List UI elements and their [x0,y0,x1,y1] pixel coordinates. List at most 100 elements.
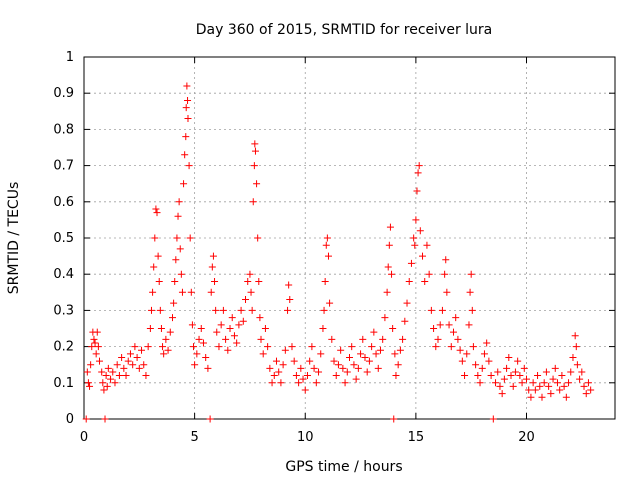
data-point-marker [104,364,112,372]
data-point-marker [507,372,515,380]
data-point-marker [463,350,471,358]
data-point-marker [211,277,219,285]
data-point-marker [170,299,178,307]
data-point-marker [401,317,409,325]
data-point-marker [217,321,225,329]
data-point-marker [442,256,450,264]
data-point-marker [565,379,573,387]
data-point-marker [542,368,550,376]
data-point-marker [487,372,495,380]
chart-title: Day 360 of 2015, SRMTID for receiver lur… [196,22,493,38]
data-point-marker [582,390,590,398]
data-point-marker [452,314,460,322]
data-point-marker [392,372,400,380]
data-point-marker [131,343,139,351]
data-point-marker [95,357,103,365]
data-point-marker [399,335,407,343]
data-point-marker [432,343,440,351]
data-point-marker [454,335,462,343]
data-point-marker [204,364,212,372]
data-point-marker [489,415,497,423]
data-point-marker [118,353,126,361]
data-point-marker [169,314,176,322]
data-point-marker [562,393,570,401]
data-point-marker [500,375,508,383]
data-point-marker [290,357,298,365]
data-point-marker [124,357,132,365]
data-point-marker [556,386,564,394]
data-point-marker [157,325,165,332]
data-point-marker [195,335,203,343]
data-point-marker [361,353,369,361]
data-point-marker [370,328,378,336]
data-point-marker [250,162,258,170]
data-point-marker [255,277,263,285]
data-point-marker [372,350,380,358]
data-points [82,82,595,423]
data-point-marker [253,180,261,188]
data-point-marker [249,198,257,206]
data-point-marker [150,263,158,271]
axis-ticks: 00.10.20.30.40.50.60.70.80.910 5 10 15 20 [53,50,615,445]
data-point-marker [357,350,365,358]
data-point-marker [407,259,415,267]
data-point-marker [405,277,413,285]
data-point-marker [584,379,592,387]
data-point-marker [303,372,311,380]
data-point-marker [474,372,482,380]
data-point-marker [87,361,95,369]
data-point-marker [379,335,387,343]
data-point-marker [485,357,493,365]
x-axis-title: GPS time / hours [285,459,402,475]
data-point-marker [414,169,422,177]
data-point-marker [558,372,566,380]
data-point-marker [285,281,293,289]
data-point-marker [84,379,92,387]
data-point-marker [410,234,418,242]
data-point-marker [415,162,423,170]
data-point-marker [472,361,480,369]
data-point-marker [383,288,391,296]
data-point-marker [547,390,555,398]
y-tick-label: 0.9 [53,86,74,101]
data-point-marker [306,357,314,365]
data-point-marker [312,379,320,387]
data-point-marker [174,212,182,220]
data-point-marker [115,372,123,380]
data-point-marker [126,350,134,358]
data-point-marker [430,325,438,332]
data-point-marker [149,288,157,296]
data-point-marker [478,364,486,372]
y-tick-label: 0.6 [53,195,74,210]
data-point-marker [213,328,221,336]
data-point-marker [270,372,278,380]
data-point-marker [411,241,419,249]
data-point-marker [91,339,99,347]
data-point-marker [540,379,548,387]
data-point-marker [193,350,201,358]
data-point-marker [545,382,553,390]
y-axis-title: SRMTID / TECUs [6,182,22,295]
data-point-marker [146,325,154,332]
data-point-marker [315,368,323,376]
data-point-marker [346,353,353,361]
data-point-marker [363,368,371,376]
data-point-marker [175,198,183,206]
data-point-marker [208,263,216,271]
data-point-marker [498,390,506,398]
data-point-marker [449,328,457,336]
data-point-marker [140,361,148,369]
data-point-marker [224,346,232,354]
data-point-marker [396,346,404,354]
data-point-marker [288,343,296,351]
data-point-marker [425,270,433,278]
data-point-marker [384,263,392,271]
data-point-marker [518,379,526,387]
y-tick-label: 0.3 [53,303,74,318]
data-point-marker [222,335,230,343]
data-point-marker [447,343,455,351]
data-point-marker [237,306,245,314]
data-point-marker [374,364,382,372]
data-point-marker [182,104,190,112]
data-point-marker [343,368,351,376]
